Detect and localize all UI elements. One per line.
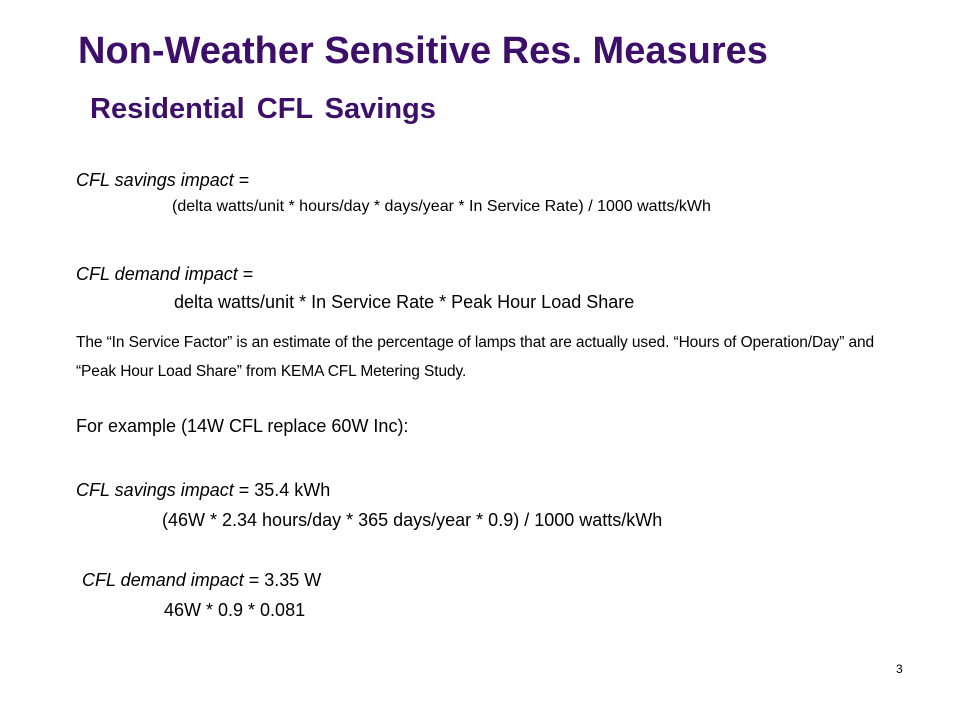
example-savings-result: = 35.4 kWh [233, 480, 331, 500]
savings-formula-label: CFL savings impact [76, 170, 234, 190]
example-savings-calculation: (46W * 2.34 hours/day * 365 days/year * … [162, 510, 663, 530]
example-demand-heading: CFL demand impact = 3.35 W [82, 570, 321, 591]
demand-formula-equals: = [237, 264, 254, 284]
demand-formula-heading: CFL demand impact = [76, 264, 253, 285]
savings-formula-equals: = [233, 170, 250, 190]
demand-formula-expression: delta watts/unit * In Service Rate * Pea… [174, 292, 635, 312]
example-demand-result: = 3.35 W [243, 570, 322, 590]
savings-formula-heading: CFL savings impact = [76, 170, 249, 191]
example-demand-label: CFL demand impact [82, 570, 244, 590]
example-demand-calculation: 46W * 0.9 * 0.081 [164, 600, 306, 620]
slide-subtitle: Residential CFL Savings [90, 93, 436, 125]
example-savings-heading: CFL savings impact = 35.4 kWh [76, 480, 330, 501]
demand-formula-label: CFL demand impact [76, 264, 238, 284]
example-savings-label: CFL savings impact [76, 480, 234, 500]
slide-title: Non-Weather Sensitive Res. Measures [78, 30, 768, 72]
page-number: 3 [896, 662, 903, 676]
example-intro: For example (14W CFL replace 60W Inc): [76, 416, 409, 436]
note-paragraph: The “In Service Factor” is an estimate o… [76, 334, 875, 380]
savings-formula-expression: (delta watts/unit * hours/day * days/yea… [172, 198, 711, 215]
